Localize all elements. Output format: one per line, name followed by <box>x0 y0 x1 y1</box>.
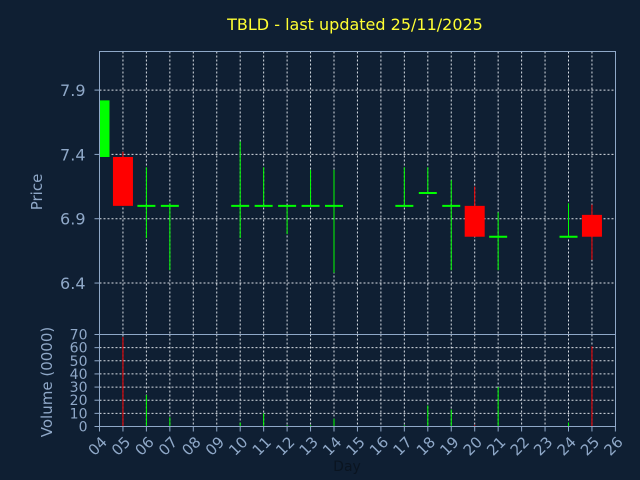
candle-body <box>99 100 110 157</box>
x-tick-label: 07 <box>155 433 181 459</box>
candle-19 <box>442 180 461 271</box>
price-grid <box>99 51 616 335</box>
candle-13 <box>301 169 320 207</box>
candle-12 <box>278 204 297 235</box>
x-tick-label: 08 <box>178 433 204 459</box>
volume-y-tick-label: 0 <box>79 420 88 436</box>
x-tick-label: 25 <box>577 433 603 459</box>
x-tick-label: 14 <box>319 433 345 459</box>
x-tick-label: 17 <box>389 433 415 459</box>
volume-y-tick-label: 10 <box>70 406 88 422</box>
volume-y-tick-label: 70 <box>70 328 88 344</box>
candle-21 <box>489 212 508 271</box>
x-tick-label: 15 <box>343 433 369 459</box>
chart-title: TBLD - last updated 25/11/2025 <box>226 15 483 34</box>
volume-grid <box>99 334 616 427</box>
candle-04 <box>99 100 110 157</box>
candle-14 <box>325 169 343 273</box>
candle-17 <box>395 167 414 207</box>
candle-20 <box>464 186 485 237</box>
x-tick-label: 05 <box>108 433 134 459</box>
price-y-tick-label: 7.9 <box>60 81 85 100</box>
candle-06 <box>137 167 156 239</box>
candle-18 <box>418 167 437 194</box>
candle-07 <box>160 203 179 271</box>
x-axis-label: Day <box>333 459 361 475</box>
x-tick-label: 26 <box>600 433 626 459</box>
candle-05 <box>112 151 133 206</box>
x-tick-label: 24 <box>554 433 580 459</box>
volume-y-tick-label: 20 <box>70 393 88 409</box>
volume-y-tick-label: 40 <box>70 367 88 383</box>
x-tick-label: 21 <box>483 433 509 459</box>
x-tick-label: 04 <box>85 433 111 459</box>
x-tick-label: 20 <box>460 433 486 459</box>
x-tick-label: 11 <box>249 433 275 459</box>
x-tick-label: 10 <box>225 433 251 459</box>
volume-y-label: Volume (0000) <box>38 327 56 437</box>
price-candles <box>99 100 602 273</box>
x-tick-label: 12 <box>272 433 298 459</box>
volume-y-tick-label: 60 <box>70 341 88 357</box>
candle-body <box>464 205 485 237</box>
candle-body <box>581 214 602 237</box>
price-y-ticks: 6.4 6.9 7.4 7.9 <box>60 81 100 293</box>
x-tick-label: 19 <box>436 433 462 459</box>
volume-y-tick-label: 50 <box>70 354 88 370</box>
x-ticks: 0405060708091011121314151617181920212223… <box>85 426 627 459</box>
price-y-tick-label: 6.4 <box>60 274 85 293</box>
x-tick-label: 23 <box>530 433 556 459</box>
x-tick-label: 13 <box>296 433 322 459</box>
price-y-tick-label: 6.9 <box>60 210 85 229</box>
candle-24 <box>559 203 578 238</box>
candle-10 <box>231 141 250 239</box>
x-tick-label: 09 <box>202 433 228 459</box>
candle-body <box>112 156 133 206</box>
candle-11 <box>254 167 273 207</box>
price-y-tick-label: 7.4 <box>60 145 85 164</box>
x-tick-label: 16 <box>366 433 392 459</box>
x-tick-label: 18 <box>413 433 439 459</box>
x-tick-label: 22 <box>507 433 533 459</box>
volume-y-tick-label: 30 <box>70 380 88 396</box>
x-tick-label: 06 <box>131 433 157 459</box>
price-y-label: Price <box>28 174 46 211</box>
candle-25 <box>581 204 602 260</box>
